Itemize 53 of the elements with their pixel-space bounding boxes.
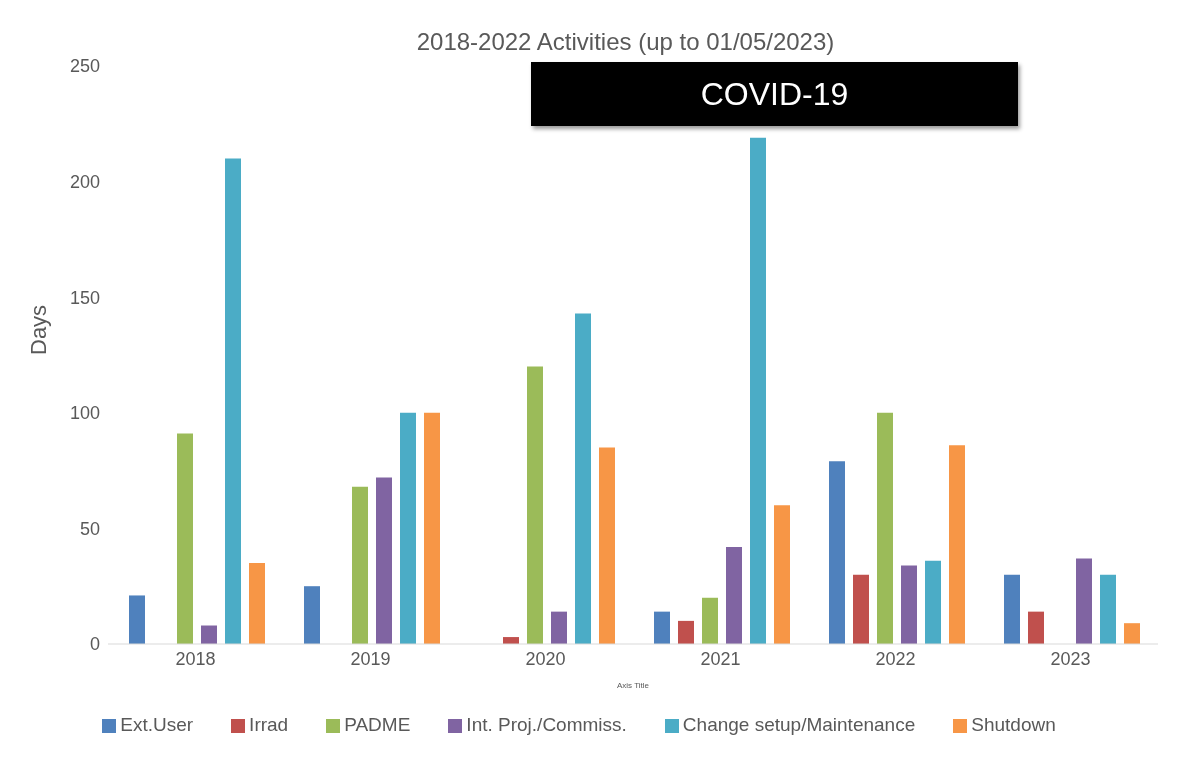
y-tick-label: 200 xyxy=(69,171,100,192)
bar xyxy=(654,611,670,644)
y-tick-label: 0 xyxy=(89,634,100,655)
bar xyxy=(829,461,845,644)
bar xyxy=(129,595,145,644)
bar xyxy=(901,565,917,644)
bar xyxy=(225,158,241,644)
y-axis-title: Days xyxy=(25,304,51,355)
bar xyxy=(527,366,543,644)
bar xyxy=(551,611,567,644)
x-tick-label: 2019 xyxy=(350,648,391,669)
bar xyxy=(599,447,615,644)
bar xyxy=(304,586,320,644)
annotation: COVID-19 xyxy=(700,75,849,113)
bar xyxy=(750,137,766,644)
x-tick-label: 2018 xyxy=(175,648,216,669)
bar xyxy=(774,505,790,644)
bar xyxy=(1100,574,1116,644)
y-tick-label: 150 xyxy=(69,287,100,308)
legend-label: Change setup/Maintenance xyxy=(682,714,916,735)
bar xyxy=(1076,558,1092,644)
bar xyxy=(877,412,893,644)
bar xyxy=(1004,574,1020,644)
bar xyxy=(925,560,941,644)
legend-label: Irrad xyxy=(249,714,289,735)
bar xyxy=(853,574,869,644)
x-axis-title: Axis Title xyxy=(616,681,650,690)
bar xyxy=(201,625,217,644)
bar xyxy=(249,563,265,644)
y-tick-label: 250 xyxy=(69,56,100,77)
bar xyxy=(726,546,742,644)
x-tick-label: 2023 xyxy=(1050,648,1091,669)
bar xyxy=(1124,623,1140,644)
bar xyxy=(575,313,591,644)
x-tick-label: 2022 xyxy=(875,648,916,669)
legend-label: Ext.User xyxy=(120,714,194,735)
bar xyxy=(678,620,694,644)
bar xyxy=(400,412,416,644)
legend-label: Shutdown xyxy=(971,714,1056,735)
x-tick-label: 2020 xyxy=(525,648,566,669)
y-tick-label: 50 xyxy=(79,518,100,539)
bar xyxy=(702,597,718,644)
bar xyxy=(376,477,392,644)
bar xyxy=(352,486,368,644)
chart-title: 2018-2022 Activities (up to 01/05/2023) xyxy=(415,28,836,56)
y-tick-label: 100 xyxy=(69,403,100,424)
bar xyxy=(424,412,440,644)
bar xyxy=(949,445,965,644)
legend-label: PADME xyxy=(344,714,411,735)
legend-label: Int. Proj./Commiss. xyxy=(466,714,627,735)
bar xyxy=(177,433,193,644)
bar xyxy=(1028,611,1044,644)
x-tick-label: 2021 xyxy=(700,648,741,669)
